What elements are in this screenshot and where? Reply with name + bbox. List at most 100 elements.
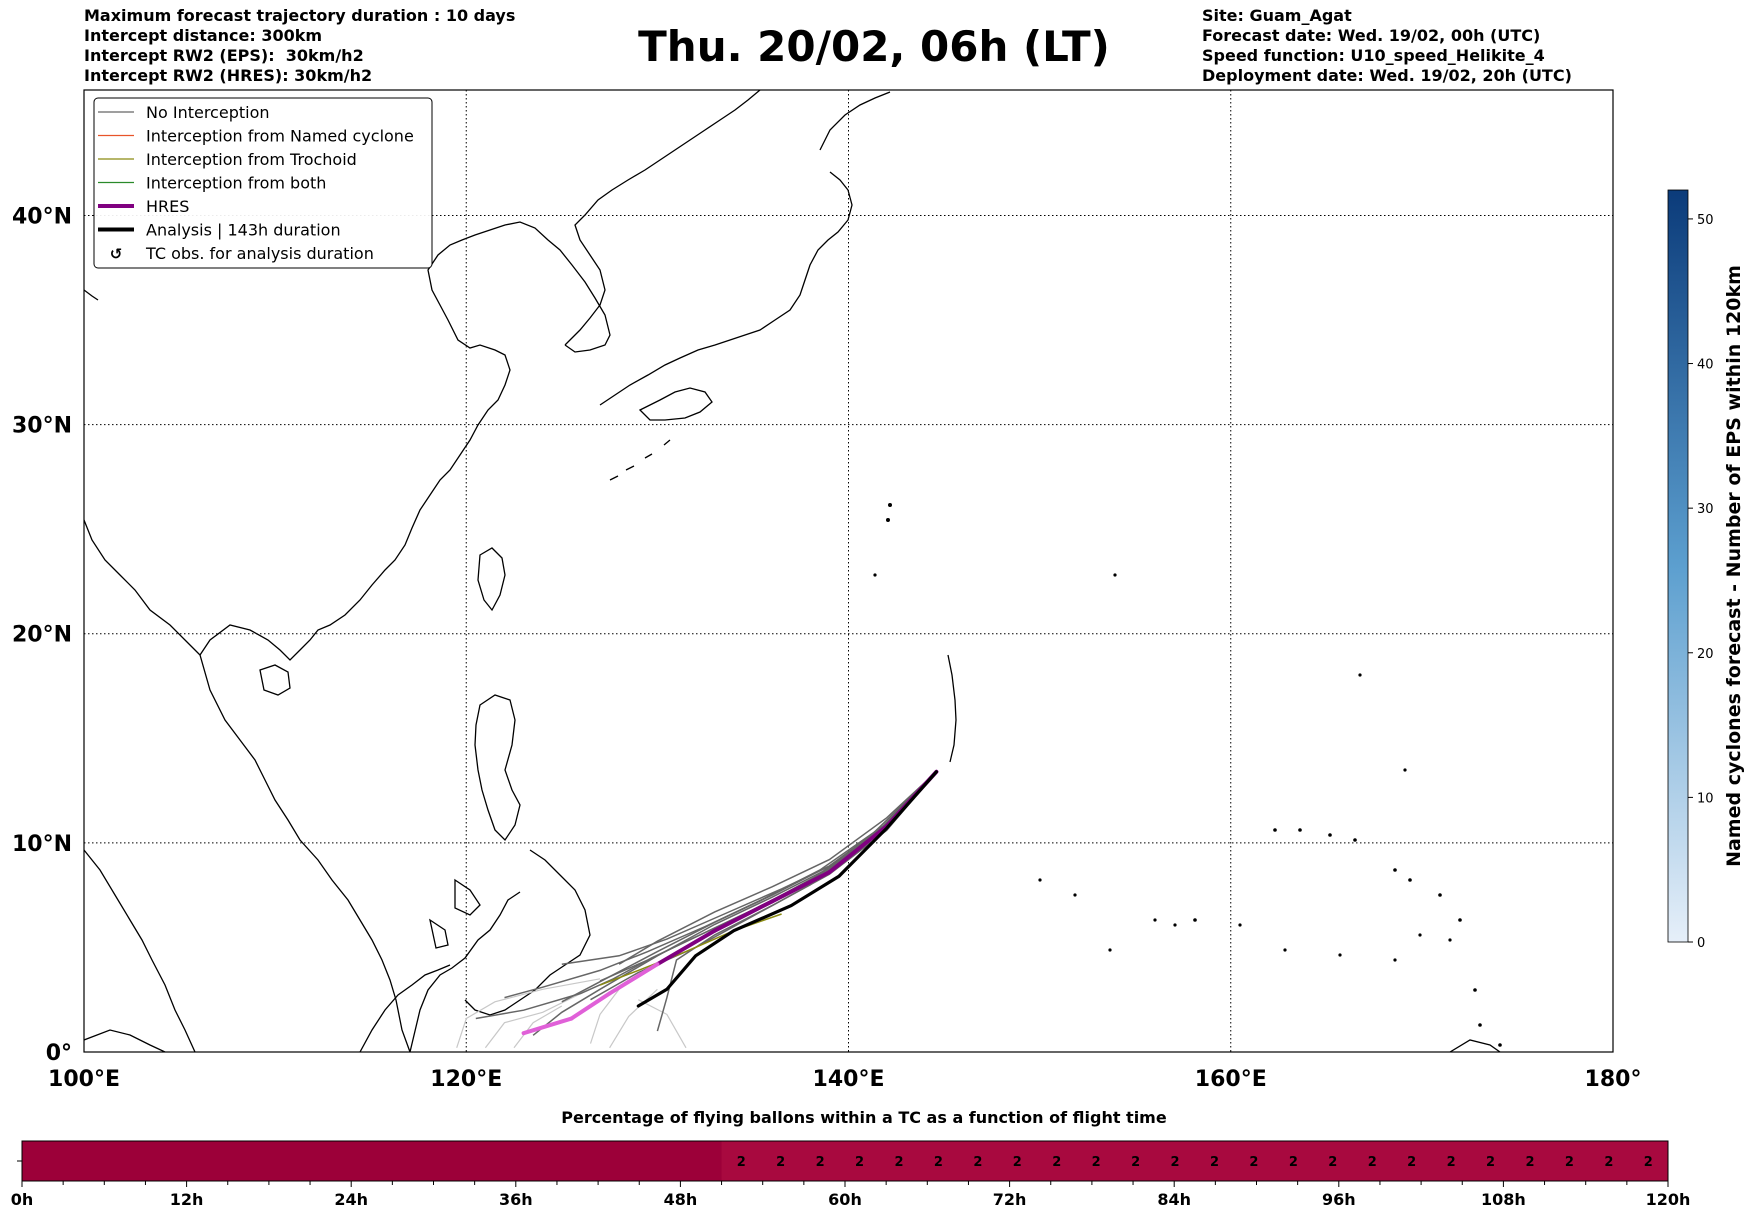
flight-time-bar-value: 2 — [1604, 1155, 1613, 1170]
colorbar-tick-label: 50 — [1697, 213, 1714, 228]
hres-track-segment — [712, 899, 775, 933]
flight-time-bar: Percentage of flying ballons within a TC… — [11, 1108, 1691, 1209]
flight-time-bar-value: 2 — [894, 1155, 903, 1170]
flight-time-bar-active — [721, 1141, 1668, 1181]
flight-time-tick-label: 108h — [1481, 1190, 1526, 1209]
flight-time-bar-value: 2 — [1407, 1155, 1416, 1170]
legend: No Interception Interception from Named c… — [93, 97, 433, 269]
colorbar-gradient — [1667, 189, 1689, 943]
colorbar-tick-label: 30 — [1697, 502, 1714, 517]
flight-time-bar-value: 2 — [1131, 1155, 1140, 1170]
x-tick-label: 180° — [1585, 1067, 1642, 1092]
header-left-line-1: Intercept distance: 300km — [84, 26, 323, 45]
flight-time-tick-label: 24h — [334, 1190, 368, 1209]
flight-time-bar-value: 2 — [1486, 1155, 1495, 1170]
tc-obs-marker-icon: ↺ — [110, 245, 123, 263]
flight-time-tick-label: 60h — [828, 1190, 862, 1209]
x-tick-label: 160°E — [1195, 1067, 1267, 1092]
x-tick-label: 120°E — [430, 1067, 502, 1092]
faded-ensemble-track — [638, 999, 687, 1049]
map-frame — [83, 89, 1614, 1053]
hres-track-segment — [521, 1016, 574, 1036]
flight-time-bar-value: 2 — [816, 1155, 825, 1170]
flight-time-bar-value: 2 — [1328, 1155, 1337, 1170]
flight-time-tick-label: 120h — [1646, 1190, 1691, 1209]
flight-time-tick-label: 84h — [1157, 1190, 1191, 1209]
flight-time-tick-label: 0h — [11, 1190, 34, 1209]
legend-box — [93, 97, 433, 269]
hres-track-segment — [569, 991, 612, 1021]
header-right-line-3: Deployment date: Wed. 19/02, 20h (UTC) — [1202, 66, 1572, 85]
flight-time-tick-label: 12h — [170, 1190, 204, 1209]
colorbar-tick-label: 20 — [1697, 647, 1714, 662]
flight-time-bar-value: 2 — [1249, 1155, 1258, 1170]
ensemble-track — [504, 771, 937, 999]
x-axis-ticks: 100°E 120°E 140°E 160°E 180° — [48, 1067, 1641, 1092]
y-tick-label: 40°N — [12, 204, 72, 229]
flight-time-bar-value: 2 — [973, 1155, 982, 1170]
hres-track-segment — [607, 962, 660, 996]
y-tick-label: 0° — [46, 1041, 72, 1066]
x-tick-label: 140°E — [813, 1067, 885, 1092]
hres-track-segment — [770, 870, 832, 904]
header-left-info: Maximum forecast trajectory duration : 1… — [84, 6, 515, 86]
colorbar-tick-label: 0 — [1697, 936, 1705, 951]
y-tick-label: 30°N — [12, 414, 72, 439]
legend-label: No Interception — [146, 103, 270, 122]
header-left-line-3: Intercept RW2 (HRES): 30km/h2 — [84, 66, 373, 85]
header-right-line-2: Speed function: U10_speed_Helikite_4 — [1202, 46, 1545, 65]
flight-time-bar-value: 2 — [934, 1155, 943, 1170]
header-right-info: Site: Guam_Agat Forecast date: Wed. 19/02… — [1202, 6, 1572, 86]
flight-time-bar-value: 2 — [1171, 1155, 1180, 1170]
legend-label: Interception from both — [146, 174, 326, 193]
trajectory-layer — [456, 769, 939, 1049]
flight-time-bar-value: 2 — [1368, 1155, 1377, 1170]
flight-time-bar-value: 2 — [1013, 1155, 1022, 1170]
legend-label: TC obs. for analysis duration — [145, 244, 374, 263]
chart-title: Thu. 20/02, 06h (LT) — [638, 22, 1110, 71]
flight-time-bar-value: 2 — [1052, 1155, 1061, 1170]
flight-time-bar-value: 2 — [1525, 1155, 1534, 1170]
y-tick-label: 20°N — [12, 623, 72, 648]
header-right-line-1: Forecast date: Wed. 19/02, 00h (UTC) — [1202, 26, 1541, 45]
flight-time-bar-value: 2 — [1210, 1155, 1219, 1170]
hres-track-segment — [655, 928, 717, 967]
faded-ensemble-track — [589, 988, 620, 1044]
flight-time-bar-title: Percentage of flying ballons within a TC… — [561, 1108, 1167, 1127]
legend-label: Analysis | 143h duration — [146, 221, 341, 240]
header-left-line-2: Intercept RW2 (EPS): 30km/h2 — [84, 46, 364, 65]
analysis-track — [636, 770, 938, 1008]
flight-time-tick-label: 48h — [664, 1190, 698, 1209]
map-gridlines — [84, 90, 1613, 1052]
colorbar: Named cyclones forecast - Number of EPS … — [1667, 189, 1745, 951]
y-tick-label: 10°N — [12, 832, 72, 857]
header-left-line-0: Maximum forecast trajectory duration : 1… — [84, 6, 516, 25]
x-tick-label: 100°E — [48, 1067, 120, 1092]
colorbar-tick-label: 10 — [1697, 791, 1714, 806]
faded-ensemble-track — [484, 992, 582, 1049]
faded-ensemble-track — [513, 1005, 563, 1049]
ensemble-track — [618, 771, 937, 965]
legend-label: HRES — [146, 197, 189, 216]
flight-time-bar-value: 2 — [737, 1155, 746, 1170]
flight-time-tick-label: 96h — [1322, 1190, 1356, 1209]
flight-time-bar-value: 2 — [1644, 1155, 1653, 1170]
flight-time-bar-value: 2 — [855, 1155, 864, 1170]
flight-time-bar-value: 2 — [1092, 1155, 1101, 1170]
flight-time-tick-label: 36h — [499, 1190, 533, 1209]
y-axis-ticks: 0° 10°N 20°N 30°N 40°N — [12, 204, 72, 1066]
flight-time-tick-label: 72h — [993, 1190, 1027, 1209]
flight-time-bar-value: 2 — [1447, 1155, 1456, 1170]
header-right-line-0: Site: Guam_Agat — [1202, 6, 1352, 25]
faded-ensemble-track — [456, 978, 601, 1048]
legend-label: Interception from Trochoid — [146, 150, 357, 169]
flight-time-bar-value: 2 — [1565, 1155, 1574, 1170]
flight-time-bar-value: 2 — [1289, 1155, 1298, 1170]
ensemble-track — [532, 771, 937, 1036]
hres-track-segment — [827, 824, 889, 875]
pacific-islands — [873, 503, 1502, 1047]
flight-time-bar-value: 2 — [776, 1155, 785, 1170]
faded-ensemble-track — [609, 988, 658, 1049]
legend-label: Interception from Named cyclone — [146, 127, 414, 146]
